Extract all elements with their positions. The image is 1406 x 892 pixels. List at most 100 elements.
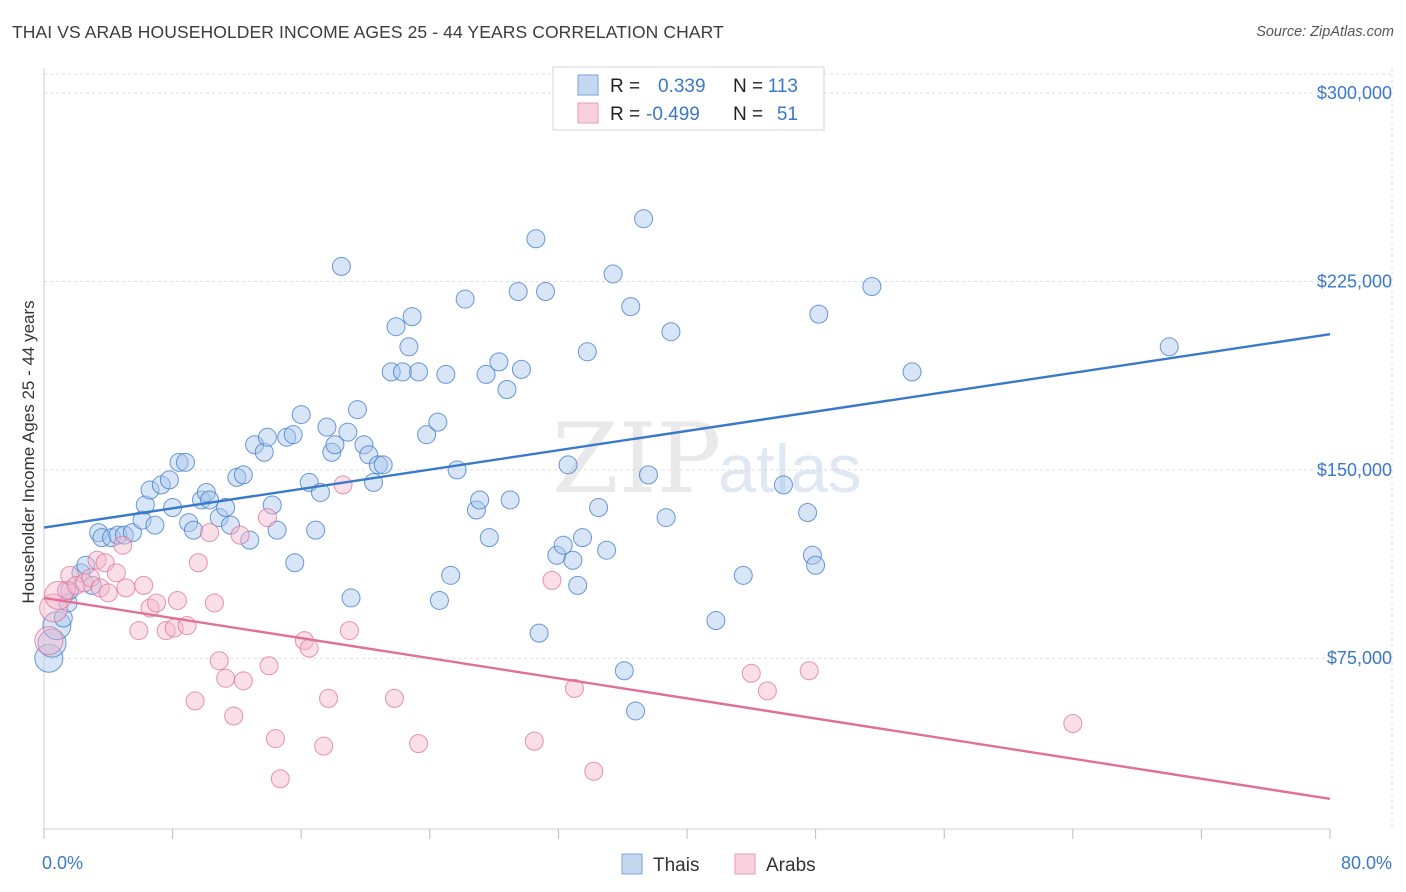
- legend-r-label-0: R =: [610, 76, 640, 97]
- arabs-point: [113, 535, 133, 555]
- thais-point: [902, 362, 922, 382]
- thais-point: [359, 445, 379, 465]
- arabs-point: [216, 668, 236, 688]
- legend-r-value-1: -0.499: [646, 104, 700, 125]
- thais-point: [489, 352, 509, 372]
- y-tick-label: $300,000: [1317, 83, 1392, 103]
- thais-point: [89, 523, 109, 543]
- thais-point: [331, 256, 351, 276]
- arabs-point: [147, 593, 167, 613]
- thais-point: [341, 588, 361, 608]
- bottom-legend-swatch-arabs: [734, 853, 756, 875]
- thais-point: [558, 455, 578, 475]
- arabs-trend-line: [43, 596, 1331, 801]
- x-tick-label-min: 0.0%: [42, 853, 83, 873]
- thais-point: [597, 540, 617, 560]
- bottom-legend-label-thais: Thais: [653, 855, 699, 876]
- arabs-point: [299, 638, 319, 658]
- thais-point: [802, 545, 822, 565]
- arabs-point: [524, 731, 544, 751]
- thais-point: [497, 379, 517, 399]
- thais-point: [381, 362, 401, 382]
- y-axis-title: Householder Income Ages 25 - 44 years: [19, 300, 38, 603]
- thais-point: [773, 475, 793, 495]
- thais-point: [476, 364, 496, 384]
- thais-point: [638, 465, 658, 485]
- thais-point: [661, 322, 681, 342]
- thais-point: [417, 425, 437, 445]
- thais-point: [354, 435, 374, 455]
- arabs-point: [757, 681, 777, 701]
- arabs-point: [230, 525, 250, 545]
- arabs-point: [1063, 714, 1083, 734]
- thais-point: [169, 452, 189, 472]
- thais-point: [603, 264, 623, 284]
- thais-point: [114, 525, 134, 545]
- thais-point: [733, 565, 753, 585]
- arabs-point: [185, 691, 205, 711]
- thais-point: [536, 282, 556, 302]
- arabs-point: [116, 578, 136, 598]
- y-tick-label: $150,000: [1317, 460, 1392, 480]
- thais-point: [122, 523, 142, 543]
- arabs-point: [314, 736, 334, 756]
- y-tick-label: $75,000: [1327, 648, 1392, 668]
- y-tick-label: $225,000: [1317, 271, 1392, 291]
- arabs-point: [270, 769, 290, 789]
- thais-point: [563, 550, 583, 570]
- thais-point: [392, 362, 412, 382]
- thais-point: [132, 510, 152, 530]
- thais-point: [209, 508, 229, 528]
- bottom-legend-swatch-thais: [621, 853, 643, 875]
- watermark: ZIP atlas: [552, 403, 862, 515]
- thais-point: [798, 503, 818, 523]
- thais-point: [626, 701, 646, 721]
- thais-point: [82, 575, 102, 595]
- arabs-point: [224, 706, 244, 726]
- watermark-atlas: atlas: [718, 431, 862, 507]
- thais-point: [634, 209, 654, 229]
- arabs-point: [106, 563, 126, 583]
- thais-point: [140, 480, 160, 500]
- thais-point: [441, 565, 461, 585]
- arabs-point: [233, 671, 253, 691]
- thais-point: [526, 229, 546, 249]
- thais-point: [310, 482, 330, 502]
- bottom-legend-label-arabs: Arabs: [766, 855, 816, 876]
- thais-point: [317, 417, 337, 437]
- thais-point: [809, 304, 829, 324]
- thais-point: [402, 307, 422, 327]
- thais-point: [200, 490, 220, 510]
- thais-point: [108, 525, 128, 545]
- arabs-point: [167, 590, 187, 610]
- thais-point: [386, 317, 406, 337]
- thais-point: [568, 575, 588, 595]
- thais-point: [233, 465, 253, 485]
- thais-point: [706, 611, 726, 631]
- thais-point: [436, 364, 456, 384]
- arabs-point: [87, 550, 107, 570]
- arabs-point: [564, 678, 584, 698]
- thais-point: [368, 455, 388, 475]
- thais-point: [291, 405, 311, 425]
- series-arabs-points: [34, 475, 1083, 789]
- thais-point: [553, 535, 573, 555]
- thais-point: [806, 555, 826, 575]
- thais-point: [589, 498, 609, 518]
- thais-point: [34, 643, 64, 673]
- x-ticks: [43, 829, 1331, 839]
- thais-point: [338, 422, 358, 442]
- thais-point: [656, 508, 676, 528]
- arabs-point: [542, 570, 562, 590]
- thais-point: [428, 412, 448, 432]
- source-credit: Source: ZipAtlas.com: [1256, 24, 1394, 40]
- arabs-point: [57, 580, 77, 600]
- arabs-point: [204, 593, 224, 613]
- chart-title: THAI VS ARAB HOUSEHOLDER INCOME AGES 25 …: [12, 22, 724, 42]
- thais-point: [257, 427, 277, 447]
- legend-n-label-0: N =: [733, 76, 763, 97]
- thais-point: [455, 289, 475, 309]
- thais-point: [175, 452, 195, 472]
- trend-lines: [43, 333, 1331, 801]
